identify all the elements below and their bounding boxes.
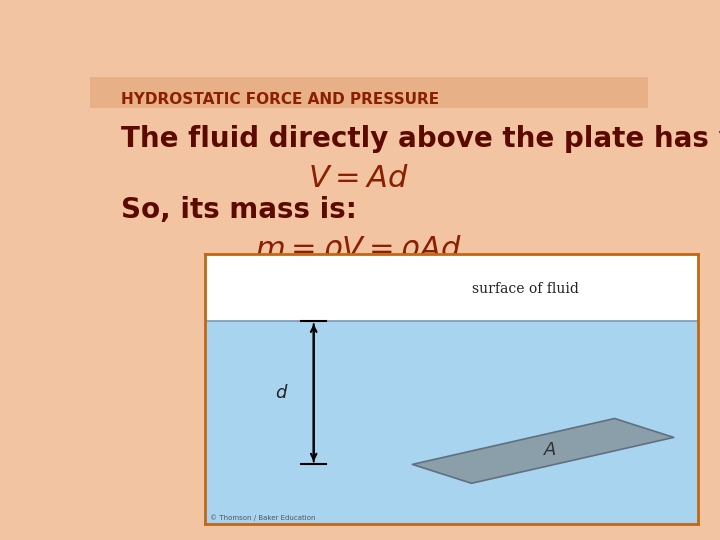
Text: The fluid directly above the plate has volume: The fluid directly above the plate has v… bbox=[121, 125, 720, 153]
Polygon shape bbox=[413, 418, 674, 483]
Text: surface of fluid: surface of fluid bbox=[472, 282, 579, 296]
FancyBboxPatch shape bbox=[90, 77, 648, 109]
Bar bbox=[205, 254, 698, 321]
Text: HYDROSTATIC FORCE AND PRESSURE: HYDROSTATIC FORCE AND PRESSURE bbox=[121, 92, 438, 107]
Bar bbox=[205, 321, 698, 524]
Text: $d$: $d$ bbox=[275, 384, 289, 402]
Text: $V = Ad$: $V = Ad$ bbox=[307, 163, 408, 193]
Text: $m = \rho V = \rho Ad$: $m = \rho V = \rho Ad$ bbox=[255, 233, 461, 267]
Text: © Thomson / Baker Education: © Thomson / Baker Education bbox=[210, 514, 315, 521]
Text: $A$: $A$ bbox=[544, 441, 557, 458]
Text: So, its mass is:: So, its mass is: bbox=[121, 196, 356, 224]
